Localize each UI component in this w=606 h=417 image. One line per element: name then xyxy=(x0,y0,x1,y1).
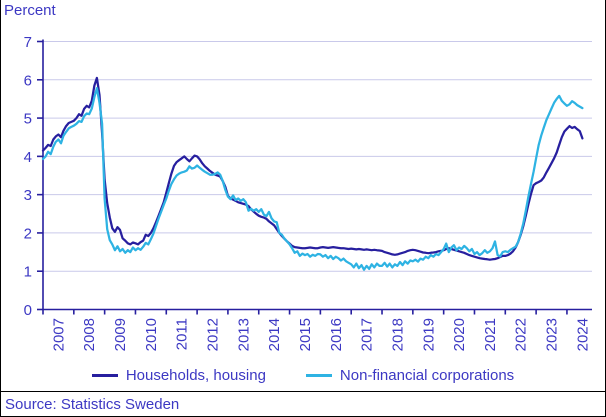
y-axis-title: Percent xyxy=(4,2,56,19)
y-tick-label-0: 0 xyxy=(24,302,32,319)
y-tick-label-6: 6 xyxy=(24,72,32,89)
x-tick-label-2020: 2020 xyxy=(451,318,468,351)
y-tick-label-5: 5 xyxy=(24,111,32,128)
legend-item-households: Households, housing xyxy=(91,366,266,384)
x-tick-label-2018: 2018 xyxy=(389,318,406,351)
x-tick-label-2024: 2024 xyxy=(574,318,591,351)
x-tick-label-2008: 2008 xyxy=(81,318,98,351)
source-text: Source: Statistics Sweden xyxy=(5,395,180,413)
series-line-households xyxy=(41,76,584,261)
source-bar: Source: Statistics Sweden xyxy=(1,391,605,416)
x-tick-label-2014: 2014 xyxy=(266,318,283,351)
x-tick-label-2015: 2015 xyxy=(297,318,314,351)
legend-label-non-financial: Non-financial corporations xyxy=(339,366,515,384)
lending-rates-chart: 0 1 2 3 4 5 6 7 2007 2008 2009 2010 2011 2012 2013 2014… xyxy=(24,34,592,351)
x-tick-label-2010: 2010 xyxy=(143,318,160,351)
x-tick-label-2013: 2013 xyxy=(235,318,252,351)
non-financial-line-swatch xyxy=(305,373,332,377)
y-tick-label-7: 7 xyxy=(24,34,32,51)
legend-item-non-financial: Non-financial corporations xyxy=(305,366,515,384)
x-tick-label-2009: 2009 xyxy=(112,318,129,351)
legend-label-households: Households, housing xyxy=(125,366,266,384)
x-tick-label-2007: 2007 xyxy=(50,318,67,351)
x-tick-label-2023: 2023 xyxy=(544,318,561,351)
y-tick-label-3: 3 xyxy=(24,187,32,204)
x-tick-label-2016: 2016 xyxy=(328,318,345,351)
x-tick-label-2017: 2017 xyxy=(359,318,376,351)
households-line-swatch xyxy=(91,373,118,377)
y-tick-label-1: 1 xyxy=(24,264,32,281)
chart-legend: Households, housing Non-financial corpor… xyxy=(1,364,605,386)
y-tick-label-2: 2 xyxy=(24,225,32,242)
x-tick-label-2021: 2021 xyxy=(482,318,499,351)
x-tick-label-2012: 2012 xyxy=(205,318,222,351)
x-tick-label-2011: 2011 xyxy=(174,318,191,350)
x-tick-label-2019: 2019 xyxy=(420,318,437,351)
series-line-non-financial-corporations xyxy=(41,87,584,271)
x-tick-label-2022: 2022 xyxy=(513,318,530,351)
y-tick-label-4: 4 xyxy=(24,149,32,166)
